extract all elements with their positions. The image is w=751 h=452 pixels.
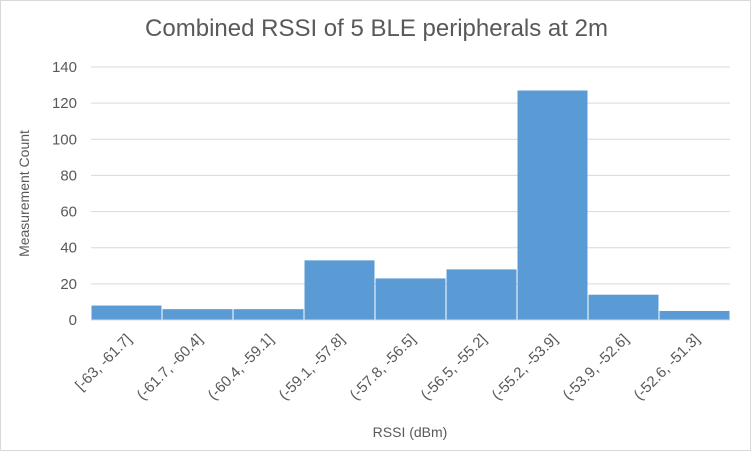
x-tick-label: (-60.4, -59.1] (205, 331, 278, 404)
y-tick-label: 20 (60, 276, 77, 293)
gridlines (91, 66, 730, 285)
bar (446, 269, 517, 320)
y-tick-labels: 0 20 40 60 80 100 120 140 (52, 59, 77, 329)
bar (659, 310, 730, 320)
x-tick-label: (-61.7, -60.4] (134, 331, 207, 404)
y-tick-label: 120 (52, 95, 77, 112)
x-tick-label: (-52.6, -51.3] (631, 331, 704, 404)
bar (588, 294, 659, 320)
x-tick-label: (-55.2, -53.9] (489, 331, 562, 404)
x-axis-title: RSSI (dBm) (373, 424, 448, 440)
x-tick-label: (-53.9, -52.6] (560, 331, 633, 404)
y-tick-label: 140 (52, 59, 77, 76)
bars (91, 90, 730, 320)
chart-title: Combined RSSI of 5 BLE peripherals at 2m (145, 15, 608, 42)
bar (304, 260, 375, 320)
bar (375, 278, 446, 320)
x-tick-label: (-56.5, -55.2] (418, 331, 491, 404)
y-tick-label: 60 (60, 204, 77, 221)
y-axis-title: Measurement Count (16, 130, 32, 257)
x-tick-labels: [-63, -61.7](-61.7, -60.4](-60.4, -59.1]… (72, 331, 703, 404)
bar (233, 309, 304, 320)
y-tick-label: 40 (60, 240, 77, 257)
bar (162, 309, 233, 320)
x-tick-label: [-63, -61.7] (72, 331, 135, 394)
x-tick-label: (-57.8, -56.5] (347, 331, 420, 404)
bar (517, 90, 588, 320)
bar (91, 305, 162, 320)
y-tick-label: 80 (60, 167, 77, 184)
y-tick-label: 100 (52, 131, 77, 148)
y-tick-label: 0 (69, 312, 77, 329)
x-tick-label: (-59.1, -57.8] (276, 331, 349, 404)
